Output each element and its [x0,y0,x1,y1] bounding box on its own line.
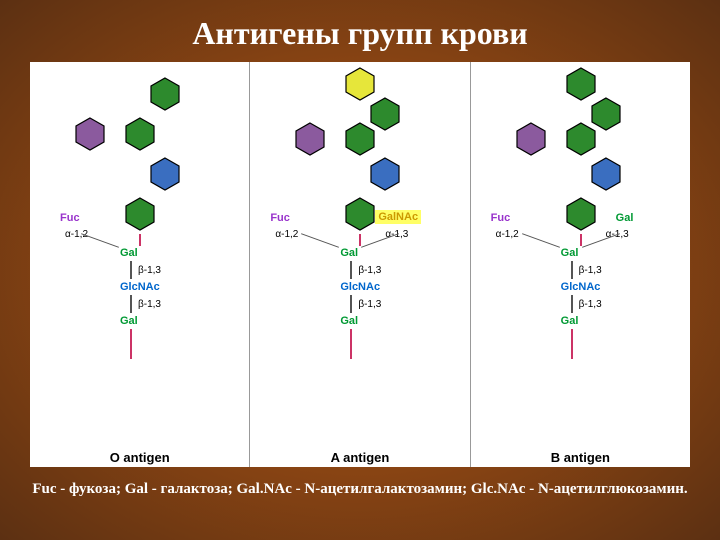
sugar-label: Gal [561,247,579,259]
bond-label: α-1,2 [275,229,298,240]
antigen-column: FucGalNAcα-1,2α-1,3Galβ-1,3GlcNAcβ-1,3Ga… [250,62,470,467]
bond-label: β-1,3 [579,299,602,310]
antigen-column: Fucα-1,2Galβ-1,3GlcNAcβ-1,3GalO antigen [30,62,250,467]
sugar-label: Fuc [60,212,80,224]
bond-label: α-1,2 [496,229,519,240]
sugar-label: GlcNAc [340,281,380,293]
sugar-label: Gal [616,212,634,224]
hexagon-purple [516,122,546,156]
antigen-name: O antigen [30,450,249,465]
hexagon-green [566,122,596,156]
hexagon-purple [295,122,325,156]
bond-label: β-1,3 [358,299,381,310]
bond-label: β-1,3 [579,265,602,276]
sugar-label: Gal [340,247,358,259]
hexagon-yellow [345,67,375,101]
hex-structure [30,62,249,207]
hexagon-green [125,117,155,151]
hexagon-purple [75,117,105,151]
sugar-label: Gal [561,315,579,327]
sugar-label: Fuc [491,212,511,224]
hex-structure [471,62,690,207]
bond-label: β-1,3 [358,265,381,276]
hexagon-blue [150,157,180,191]
bond-label: β-1,3 [138,299,161,310]
sugar-label: GlcNAc [561,281,601,293]
hexagon-green [566,67,596,101]
hexagon-blue [591,157,621,191]
sugar-chain: Fucα-1,2Galβ-1,3GlcNAcβ-1,3Gal [30,207,249,467]
antigen-name: B antigen [471,450,690,465]
slide-title: Антигены групп крови [0,0,720,62]
sugar-label: Gal [120,315,138,327]
sugar-chain: FucGalα-1,2α-1,3Galβ-1,3GlcNAcβ-1,3Gal [471,207,690,467]
sugar-label: GalNAc [375,210,421,224]
bond-label: β-1,3 [138,265,161,276]
hex-structure [250,62,469,207]
sugar-label: GlcNAc [120,281,160,293]
sugar-label: Fuc [270,212,290,224]
hexagon-blue [370,157,400,191]
antigen-column: FucGalα-1,2α-1,3Galβ-1,3GlcNAcβ-1,3GalB … [471,62,690,467]
antigen-name: A antigen [250,450,469,465]
sugar-chain: FucGalNAcα-1,2α-1,3Galβ-1,3GlcNAcβ-1,3Ga… [250,207,469,467]
caption: Fuc - фукоза; Gal - галактоза; Gal.NAc -… [0,467,720,500]
hexagon-green [150,77,180,111]
sugar-label: Gal [120,247,138,259]
sugar-label: Gal [340,315,358,327]
diagram-panel: Fucα-1,2Galβ-1,3GlcNAcβ-1,3GalO antigenF… [30,62,690,467]
hexagon-green [345,122,375,156]
